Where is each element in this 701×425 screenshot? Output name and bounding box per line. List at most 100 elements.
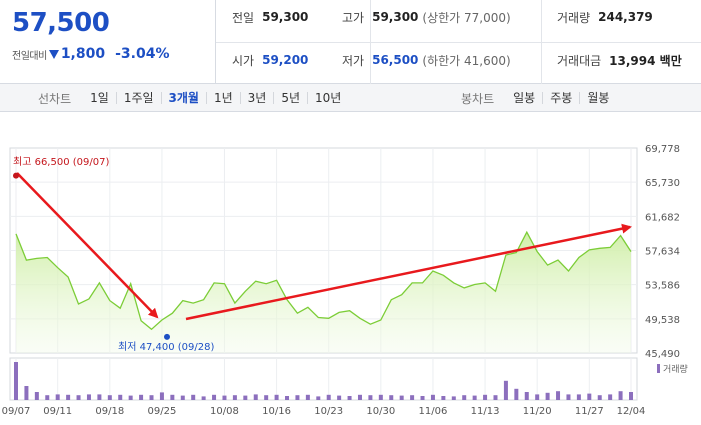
prev-close-value: 59,300 xyxy=(262,10,309,24)
uptrend-arrow xyxy=(185,223,632,321)
x-tick-label: 09/07 xyxy=(2,406,31,417)
x-tick-label: 09/18 xyxy=(95,406,124,417)
volume-bar xyxy=(556,391,561,400)
tab-candle-daily[interactable]: 일봉 xyxy=(513,91,536,105)
open-value: 59,200 xyxy=(262,53,309,67)
upper-limit: (상한가 77,000) xyxy=(422,10,511,25)
price-chart: 69,778 65,730 61,682 57,634 53,586 49,538 45,4… xyxy=(0,112,701,425)
high-annotation: 최고 66,500 (09/07) xyxy=(13,156,109,168)
volume-bar xyxy=(139,394,144,400)
volume-bar xyxy=(24,386,29,400)
line-chart-label: 선차트 xyxy=(38,91,72,106)
volume-bar xyxy=(295,395,300,400)
volume-label: 거래량 xyxy=(557,10,591,25)
volume-bar xyxy=(45,395,50,400)
volume-bar xyxy=(326,394,331,400)
volume-bar xyxy=(389,395,394,400)
volume-bar xyxy=(253,394,258,400)
low-value: 56,500 xyxy=(372,53,419,67)
volume-bar xyxy=(357,394,362,400)
price-chart-svg: 69,778 65,730 61,682 57,634 53,586 49,538 45,4… xyxy=(2,144,688,417)
tab-period-3m[interactable]: 3개월 xyxy=(160,92,206,104)
tab-period-1d[interactable]: 1일 xyxy=(90,91,109,105)
volume-bar xyxy=(243,395,248,400)
volume-bar xyxy=(368,395,373,400)
price-area xyxy=(16,232,631,353)
x-tick-label: 09/11 xyxy=(43,406,72,417)
volume-bar xyxy=(212,394,217,400)
volume-bar xyxy=(97,394,102,400)
high-label: 고가 xyxy=(342,10,365,25)
prev-close-label: 전일 xyxy=(232,10,255,25)
volume-bar xyxy=(451,396,456,400)
volume-bar xyxy=(597,395,602,400)
volume-bar xyxy=(420,396,425,400)
volume-bar xyxy=(566,394,571,400)
y-tick-label: 65,730 xyxy=(645,178,680,189)
low-point-marker xyxy=(164,333,170,340)
open-price: 시가 59,200 xyxy=(232,50,308,70)
low-price: 저가 56,500 (하한가 41,600) xyxy=(342,50,511,70)
volume-bars xyxy=(14,362,633,400)
volume-bar xyxy=(316,396,321,400)
turnover-value: 13,994 백만 xyxy=(609,53,682,68)
change-row: 전일대비 1,800 -3.04% xyxy=(12,45,170,63)
volume-bar xyxy=(608,394,613,400)
x-tick-label: 11/13 xyxy=(471,406,500,417)
down-triangle-icon xyxy=(48,49,59,59)
high-price: 고가 59,300 (상한가 77,000) xyxy=(342,7,511,27)
volume-bar xyxy=(170,394,175,400)
volume-bar xyxy=(274,394,279,400)
volume-bar xyxy=(14,362,18,400)
volume-bar xyxy=(462,395,467,400)
x-tick-label: 11/20 xyxy=(523,406,552,417)
y-tick-label: 45,490 xyxy=(645,349,680,360)
x-tick-label: 11/27 xyxy=(575,406,604,417)
x-tick-label: 10/30 xyxy=(366,406,395,417)
prev-close: 전일 59,300 xyxy=(232,7,308,27)
volume-bar xyxy=(222,395,227,400)
tab-period-5y[interactable]: 5년 xyxy=(273,92,307,104)
tab-period-10y[interactable]: 10년 xyxy=(307,92,348,104)
volume-bar xyxy=(410,395,415,400)
volume: 거래량 244,379 xyxy=(557,7,653,27)
volume-bar xyxy=(629,392,633,400)
high-point-marker xyxy=(13,172,19,179)
volume-bar xyxy=(180,395,185,400)
tab-period-1y[interactable]: 1년 xyxy=(205,92,240,104)
divider xyxy=(216,42,701,43)
tab-candle-monthly[interactable]: 월봉 xyxy=(579,92,616,104)
volume-bar xyxy=(430,394,435,400)
change-rate: -3.04% xyxy=(115,46,170,62)
volume-bar xyxy=(347,396,352,400)
turnover-label: 거래대금 xyxy=(557,53,602,68)
quote-panel: 57,500 전일대비 1,800 -3.04% 전일 59,300 고가 59… xyxy=(0,0,701,84)
volume-bar xyxy=(191,394,196,400)
chart-tabs-bar: 선차트 1일 1주일 3개월 1년 3년 5년 10년 봉차트 일봉 주봉 월봉 xyxy=(0,84,701,112)
tab-period-1w[interactable]: 1주일 xyxy=(115,92,161,104)
volume-bar xyxy=(503,380,508,400)
candle-chart-label: 봉차트 xyxy=(461,91,495,106)
volume-bar xyxy=(55,394,60,400)
volume-bar xyxy=(618,391,623,400)
y-tick-label: 49,538 xyxy=(645,315,680,326)
volume-bar xyxy=(535,394,540,400)
x-tick-label: 10/23 xyxy=(314,406,343,417)
volume-bar xyxy=(337,395,342,400)
tab-period-3y[interactable]: 3년 xyxy=(239,92,274,104)
low-label: 저가 xyxy=(342,53,365,68)
x-tick-label: 10/16 xyxy=(262,406,291,417)
x-tick-label: 11/06 xyxy=(419,406,448,417)
open-label: 시가 xyxy=(232,53,255,68)
lower-limit: (하한가 41,600) xyxy=(422,53,511,68)
volume-bar xyxy=(305,394,310,400)
y-tick-label: 53,586 xyxy=(645,281,680,292)
volume-bar xyxy=(472,395,477,400)
change-label: 전일대비 xyxy=(12,50,47,62)
low-annotation: 최저 47,400 (09/28) xyxy=(118,341,214,353)
tab-candle-weekly[interactable]: 주봉 xyxy=(542,92,579,104)
volume-bar xyxy=(378,394,383,400)
line-chart-tabs: 선차트 1일 1주일 3개월 1년 3년 5년 10년 xyxy=(38,84,348,112)
volume-bar xyxy=(576,394,581,400)
volume-legend-swatch xyxy=(657,364,660,373)
